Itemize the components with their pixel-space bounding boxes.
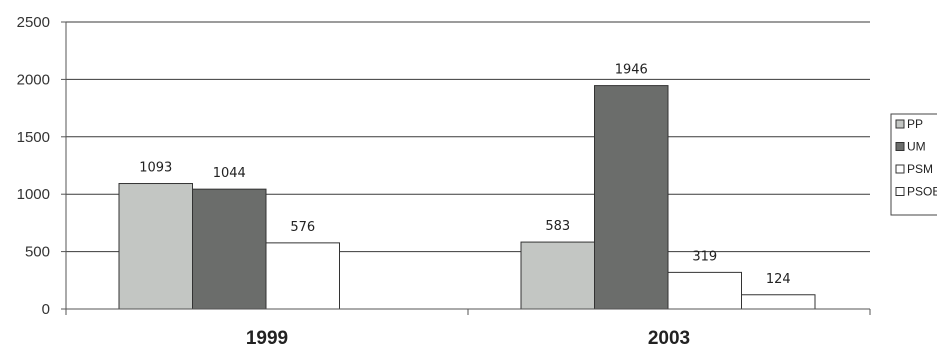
category-label-1999: 1999 [246,328,288,349]
y-axis-tick-labels: 0 500 1000 1500 2000 2500 [17,14,50,318]
legend-swatch-pp [895,119,905,129]
data-label-pp-1999: 1093 [139,161,172,176]
legend-swatch-um [895,142,905,151]
legend-swatch-psm [895,164,905,174]
legend-label-psoe: PSOE [907,185,937,199]
bar-pp-2003 [520,241,595,310]
bar-psm-2003 [667,271,742,310]
bar-psoe-2003 [741,294,816,310]
legend-label-psm: PSM [907,162,933,176]
data-label-pp-2003: 583 [545,219,570,234]
data-labels: 1093 1044 576 583 1946 319 124 [139,63,790,287]
data-label-psm-1999: 576 [290,220,315,235]
legend-label-pp: PP [907,117,923,131]
data-label-um-2003: 1946 [615,63,648,78]
y-tick-label: 0 [42,301,50,318]
y-tick-label: 500 [25,244,50,261]
y-tick-label: 2000 [17,71,50,88]
bar-pp-1999 [118,183,193,310]
category-labels: 1999 2003 [246,328,690,349]
data-label-um-1999: 1044 [213,166,246,181]
data-label-psoe-2003: 124 [766,272,791,287]
bars [118,85,816,310]
legend-swatch-psoe [895,187,905,196]
y-tick-label: 2500 [17,14,50,31]
legend: PP UM PSM PSOE [890,113,937,216]
bar-um-2003 [594,85,669,310]
y-tick-label: 1000 [17,186,50,203]
bar-um-1999 [192,188,267,310]
bar-psm-1999 [265,242,340,310]
data-label-psm-2003: 319 [692,249,717,264]
legend-label-um: UM [907,140,926,154]
y-tick-label: 1500 [17,129,50,146]
category-label-2003: 2003 [648,328,690,349]
x-axis-ticks [65,309,871,315]
